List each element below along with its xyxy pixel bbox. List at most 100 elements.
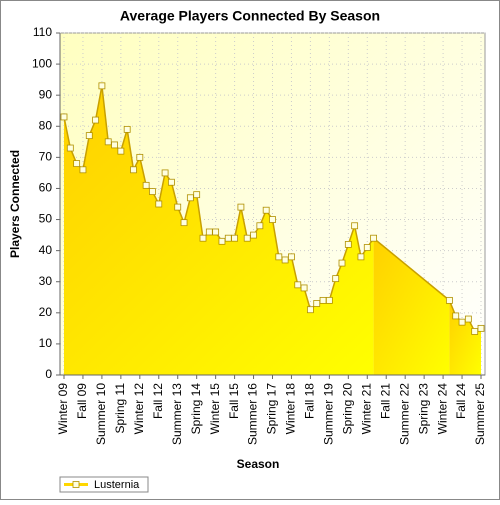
marker [471,328,479,335]
marker [161,169,169,177]
x-tick-label: Spring 14 [189,383,203,435]
x-axis-label: Season [237,457,280,471]
marker [243,234,251,242]
marker [269,216,276,223]
marker [218,237,226,245]
y-tick-label: 0 [45,367,52,381]
y-tick-label: 50 [39,212,53,226]
y-tick-label: 60 [39,181,53,195]
marker [136,153,144,161]
y-tick-label: 30 [39,274,53,288]
marker [66,144,74,152]
marker [458,318,466,326]
y-tick-label: 70 [39,150,53,164]
x-tick-label: Fall 09 [75,383,89,419]
marker [73,160,81,167]
marker [104,138,112,146]
marker [275,253,283,261]
marker [300,284,308,292]
marker [294,281,302,289]
marker [174,203,182,211]
x-tick-label: Winter 24 [435,383,449,435]
x-tick-label: Summer 22 [397,383,411,445]
marker [231,234,238,242]
y-tick-label: 20 [39,305,53,319]
area [64,85,374,375]
marker [123,125,131,133]
marker [262,206,270,214]
y-axis-label: Players Connected [8,150,22,258]
x-tick-label: Fall 15 [227,383,241,419]
marker [85,132,93,140]
marker [168,178,175,186]
marker [142,181,150,189]
marker [155,200,163,208]
y-tick-label: 80 [39,118,53,132]
marker [98,82,106,90]
line-bridge [373,237,450,301]
marker [477,324,485,332]
legend-label: Lusternia [94,479,140,491]
marker [180,219,188,227]
marker [193,191,201,199]
marker [452,312,460,320]
marker [281,256,289,264]
marker [79,166,87,174]
marker [205,228,213,236]
marker [149,188,156,195]
x-tick-label: Summer 10 [94,383,108,445]
area-bridge [373,238,450,375]
marker [130,166,137,174]
marker [60,113,68,121]
marker [111,141,118,149]
x-tick-label: Fall 21 [378,383,392,419]
y-tick-label: 100 [32,56,52,70]
y-tick-label: 40 [39,243,53,257]
x-tick-label: Winter 18 [284,383,298,435]
marker [319,296,327,304]
marker [338,259,346,267]
x-tick-label: Spring 11 [113,383,127,434]
x-tick-label: Fall 24 [454,383,468,419]
x-tick-label: Summer 25 [473,383,487,445]
marker [357,253,365,261]
legend [59,476,149,493]
legend-marker [72,481,80,488]
marker [224,234,232,242]
x-tick-label: Spring 20 [340,383,354,435]
marker [313,300,321,307]
marker [332,275,340,283]
chart-title: Average Players Connected By Season [120,8,380,24]
x-tick-label: Summer 16 [246,383,260,445]
marker [464,315,472,323]
x-tick-label: Fall 12 [151,383,165,419]
marker [212,228,220,236]
x-tick-label: Spring 17 [265,383,279,435]
marker [237,203,245,211]
marker [351,222,359,230]
marker [325,296,333,304]
marker [117,147,125,155]
y-tick-label: 90 [39,87,53,101]
marker [370,234,377,242]
marker [250,231,257,239]
marker [199,234,207,242]
x-tick-label: Winter 21 [359,383,373,435]
marker [344,241,352,248]
marker [186,194,194,202]
legend-box [59,476,149,493]
x-tick-label: Spring 23 [416,383,430,435]
y-tick-label: 10 [39,336,53,350]
marker [446,296,453,304]
marker [307,306,314,314]
x-tick-label: Summer 19 [322,383,336,445]
x-tick-label: Fall 18 [303,383,317,419]
marker [92,116,99,124]
x-tick-label: Winter 12 [132,383,146,435]
x-tick-label: Winter 15 [208,383,222,435]
y-tick-label: 110 [33,25,52,39]
x-tick-label: Summer 13 [170,383,184,445]
marker [256,222,264,230]
x-tick-label: Winter 09 [56,383,70,435]
